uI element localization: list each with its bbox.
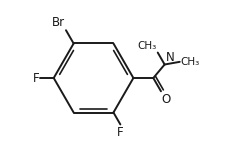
- Text: CH₃: CH₃: [137, 41, 156, 51]
- Text: N: N: [165, 51, 173, 64]
- Text: O: O: [161, 93, 170, 106]
- Text: F: F: [32, 71, 39, 85]
- Text: F: F: [117, 126, 123, 139]
- Text: Br: Br: [52, 17, 65, 29]
- Text: CH₃: CH₃: [180, 57, 199, 67]
